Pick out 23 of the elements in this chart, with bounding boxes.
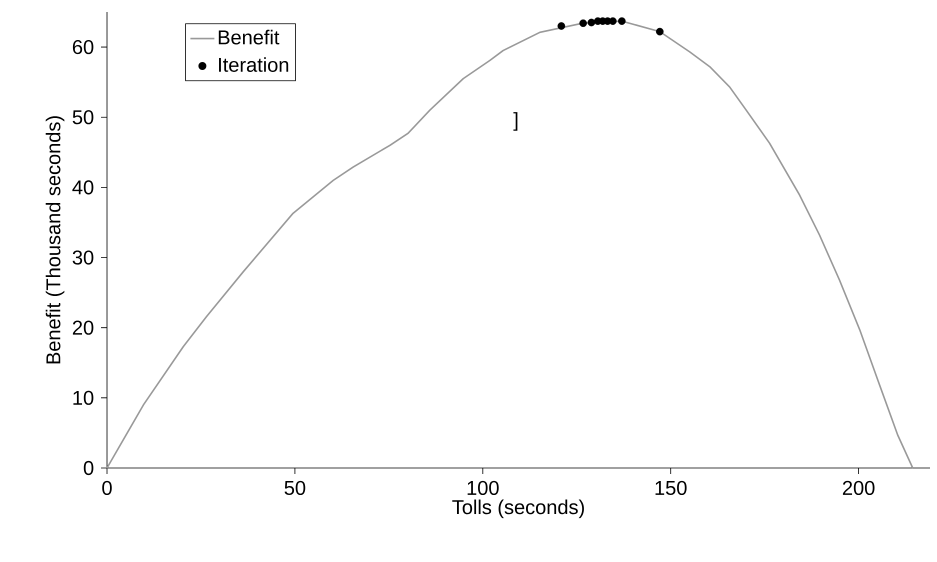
x-tick-label: 150 — [656, 480, 687, 496]
point — [588, 18, 596, 26]
x-tick-label: 200 — [842, 480, 875, 496]
y-tick-label: 60 — [72, 40, 94, 54]
annotation: ] — [513, 112, 518, 131]
y-tick-label: 0 — [84, 460, 94, 476]
legend-label: Iteration — [219, 57, 288, 72]
x-tick-label: 100 — [468, 480, 499, 496]
point — [609, 17, 617, 25]
x-axis-title: Tolls (seconds) — [452, 500, 584, 518]
point — [558, 22, 566, 30]
x-tick-label: 0 — [102, 480, 112, 496]
y-tick-label: 40 — [72, 180, 94, 194]
x-tick-label: 50 — [284, 480, 306, 496]
y-tick-label: 30 — [72, 250, 94, 265]
y-tick-label: 10 — [73, 390, 94, 405]
y-tick-label: 20 — [72, 320, 94, 335]
point — [656, 28, 664, 36]
y-tick-label: 50 — [72, 110, 94, 124]
y-axis-title: Benefit (Thousand seconds) — [46, 116, 64, 364]
legend-label: Benefit — [218, 30, 280, 44]
point — [618, 17, 626, 25]
point — [579, 19, 587, 28]
